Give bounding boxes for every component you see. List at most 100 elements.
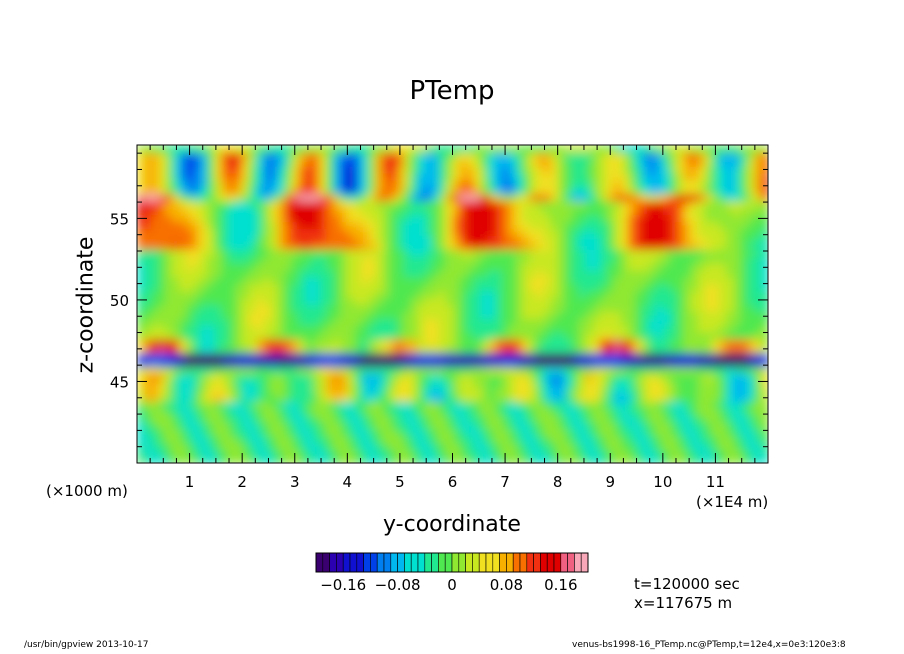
heatmap-cell — [326, 151, 335, 160]
heatmap-cell — [739, 214, 748, 223]
heatmap-cell — [753, 304, 762, 312]
heatmap-cell — [543, 345, 552, 354]
heatmap-cell — [760, 400, 768, 409]
heatmap-cell — [690, 449, 699, 458]
heatmap-cell — [753, 165, 762, 174]
heatmap-cell — [676, 151, 685, 160]
heatmap-cell — [403, 380, 412, 388]
heatmap-cell — [578, 407, 587, 416]
heatmap-cell — [340, 428, 349, 437]
heatmap-cell — [718, 400, 727, 409]
heatmap-cell — [487, 449, 496, 458]
heatmap-cell — [263, 304, 272, 312]
heatmap-cell — [718, 214, 727, 223]
heatmap-cell — [403, 352, 412, 361]
heatmap-cell — [158, 407, 167, 416]
heatmap-cell — [158, 248, 167, 257]
heatmap-cell — [396, 207, 405, 216]
heatmap-cell — [165, 290, 174, 299]
heatmap-cell — [641, 449, 650, 458]
heatmap-cell — [550, 373, 559, 382]
heatmap-cell — [704, 386, 713, 395]
heatmap-cell — [424, 248, 433, 257]
heatmap-cell — [494, 262, 503, 271]
heatmap-cell — [305, 345, 314, 354]
heatmap-cell — [487, 214, 496, 223]
heatmap-cell — [389, 352, 398, 361]
heatmap-cell — [179, 304, 188, 312]
heatmap-cell — [613, 331, 622, 340]
heatmap-cell — [165, 317, 174, 326]
heatmap-cell — [543, 324, 552, 333]
heatmap-cell — [543, 151, 552, 160]
heatmap-cell — [494, 227, 503, 236]
heatmap-cell — [522, 262, 531, 271]
heatmap-cell — [438, 276, 447, 285]
heatmap-cell — [753, 386, 762, 395]
heatmap-cell — [676, 400, 685, 409]
heatmap-cell — [452, 435, 461, 444]
heatmap-cell — [690, 297, 699, 305]
heatmap-cell — [221, 290, 230, 299]
heatmap-cell — [242, 359, 251, 368]
heatmap-cell — [452, 234, 461, 243]
heatmap-cell — [641, 207, 650, 216]
heatmap-cell — [221, 234, 230, 243]
heatmap-cell — [655, 269, 664, 278]
heatmap-cell — [487, 269, 496, 278]
heatmap-cell — [613, 227, 622, 236]
heatmap-cell — [592, 151, 601, 160]
heatmap-cell — [445, 366, 454, 375]
heatmap-cell — [228, 165, 237, 174]
heatmap-cell — [270, 283, 279, 292]
heatmap-cell — [340, 172, 349, 181]
heatmap-cell — [683, 172, 692, 181]
heatmap-cell — [326, 421, 335, 430]
heatmap-cell — [158, 393, 167, 402]
heatmap-cell — [333, 214, 342, 223]
heatmap-cell — [634, 193, 643, 202]
heatmap-cell — [494, 428, 503, 437]
heatmap-cell — [522, 172, 531, 181]
heatmap-cell — [137, 373, 146, 382]
heatmap-cell — [536, 145, 545, 153]
heatmap-cell — [655, 421, 664, 430]
heatmap-cell — [340, 186, 349, 195]
heatmap-cell — [452, 456, 461, 463]
heatmap-cell — [144, 373, 153, 382]
heatmap-cell — [620, 158, 629, 167]
heatmap-cell — [508, 352, 517, 361]
heatmap-cell — [739, 414, 748, 423]
heatmap-cell — [424, 255, 433, 264]
heatmap-cell — [270, 297, 279, 305]
heatmap-cell — [697, 165, 706, 174]
heatmap-cell — [354, 352, 363, 361]
heatmap-cell — [158, 269, 167, 278]
heatmap-cell — [536, 428, 545, 437]
heatmap-cell — [711, 241, 720, 250]
heatmap-cell — [732, 186, 741, 195]
heatmap-cell — [620, 435, 629, 444]
heatmap-cell — [410, 359, 419, 368]
heatmap-cell — [410, 442, 419, 451]
heatmap-cell — [312, 428, 321, 437]
heatmap-cell — [746, 151, 755, 160]
heatmap-cell — [298, 373, 307, 382]
heatmap-cell — [137, 435, 146, 444]
heatmap-cell — [613, 414, 622, 423]
heatmap-cell — [571, 380, 580, 388]
heatmap-cell — [473, 248, 482, 257]
heatmap-cell — [536, 241, 545, 250]
heatmap-cell — [158, 290, 167, 299]
heatmap-cell — [277, 359, 286, 368]
heatmap-cell — [158, 262, 167, 271]
heatmap-cell — [158, 221, 167, 229]
heatmap-cell — [242, 276, 251, 285]
heatmap-cell — [249, 400, 258, 409]
heatmap-cell — [564, 145, 573, 153]
heatmap-cell — [312, 179, 321, 188]
heatmap-cell — [732, 227, 741, 236]
colorbar-frame — [315, 552, 589, 573]
heatmap-cell — [312, 207, 321, 216]
heatmap-cell — [487, 290, 496, 299]
